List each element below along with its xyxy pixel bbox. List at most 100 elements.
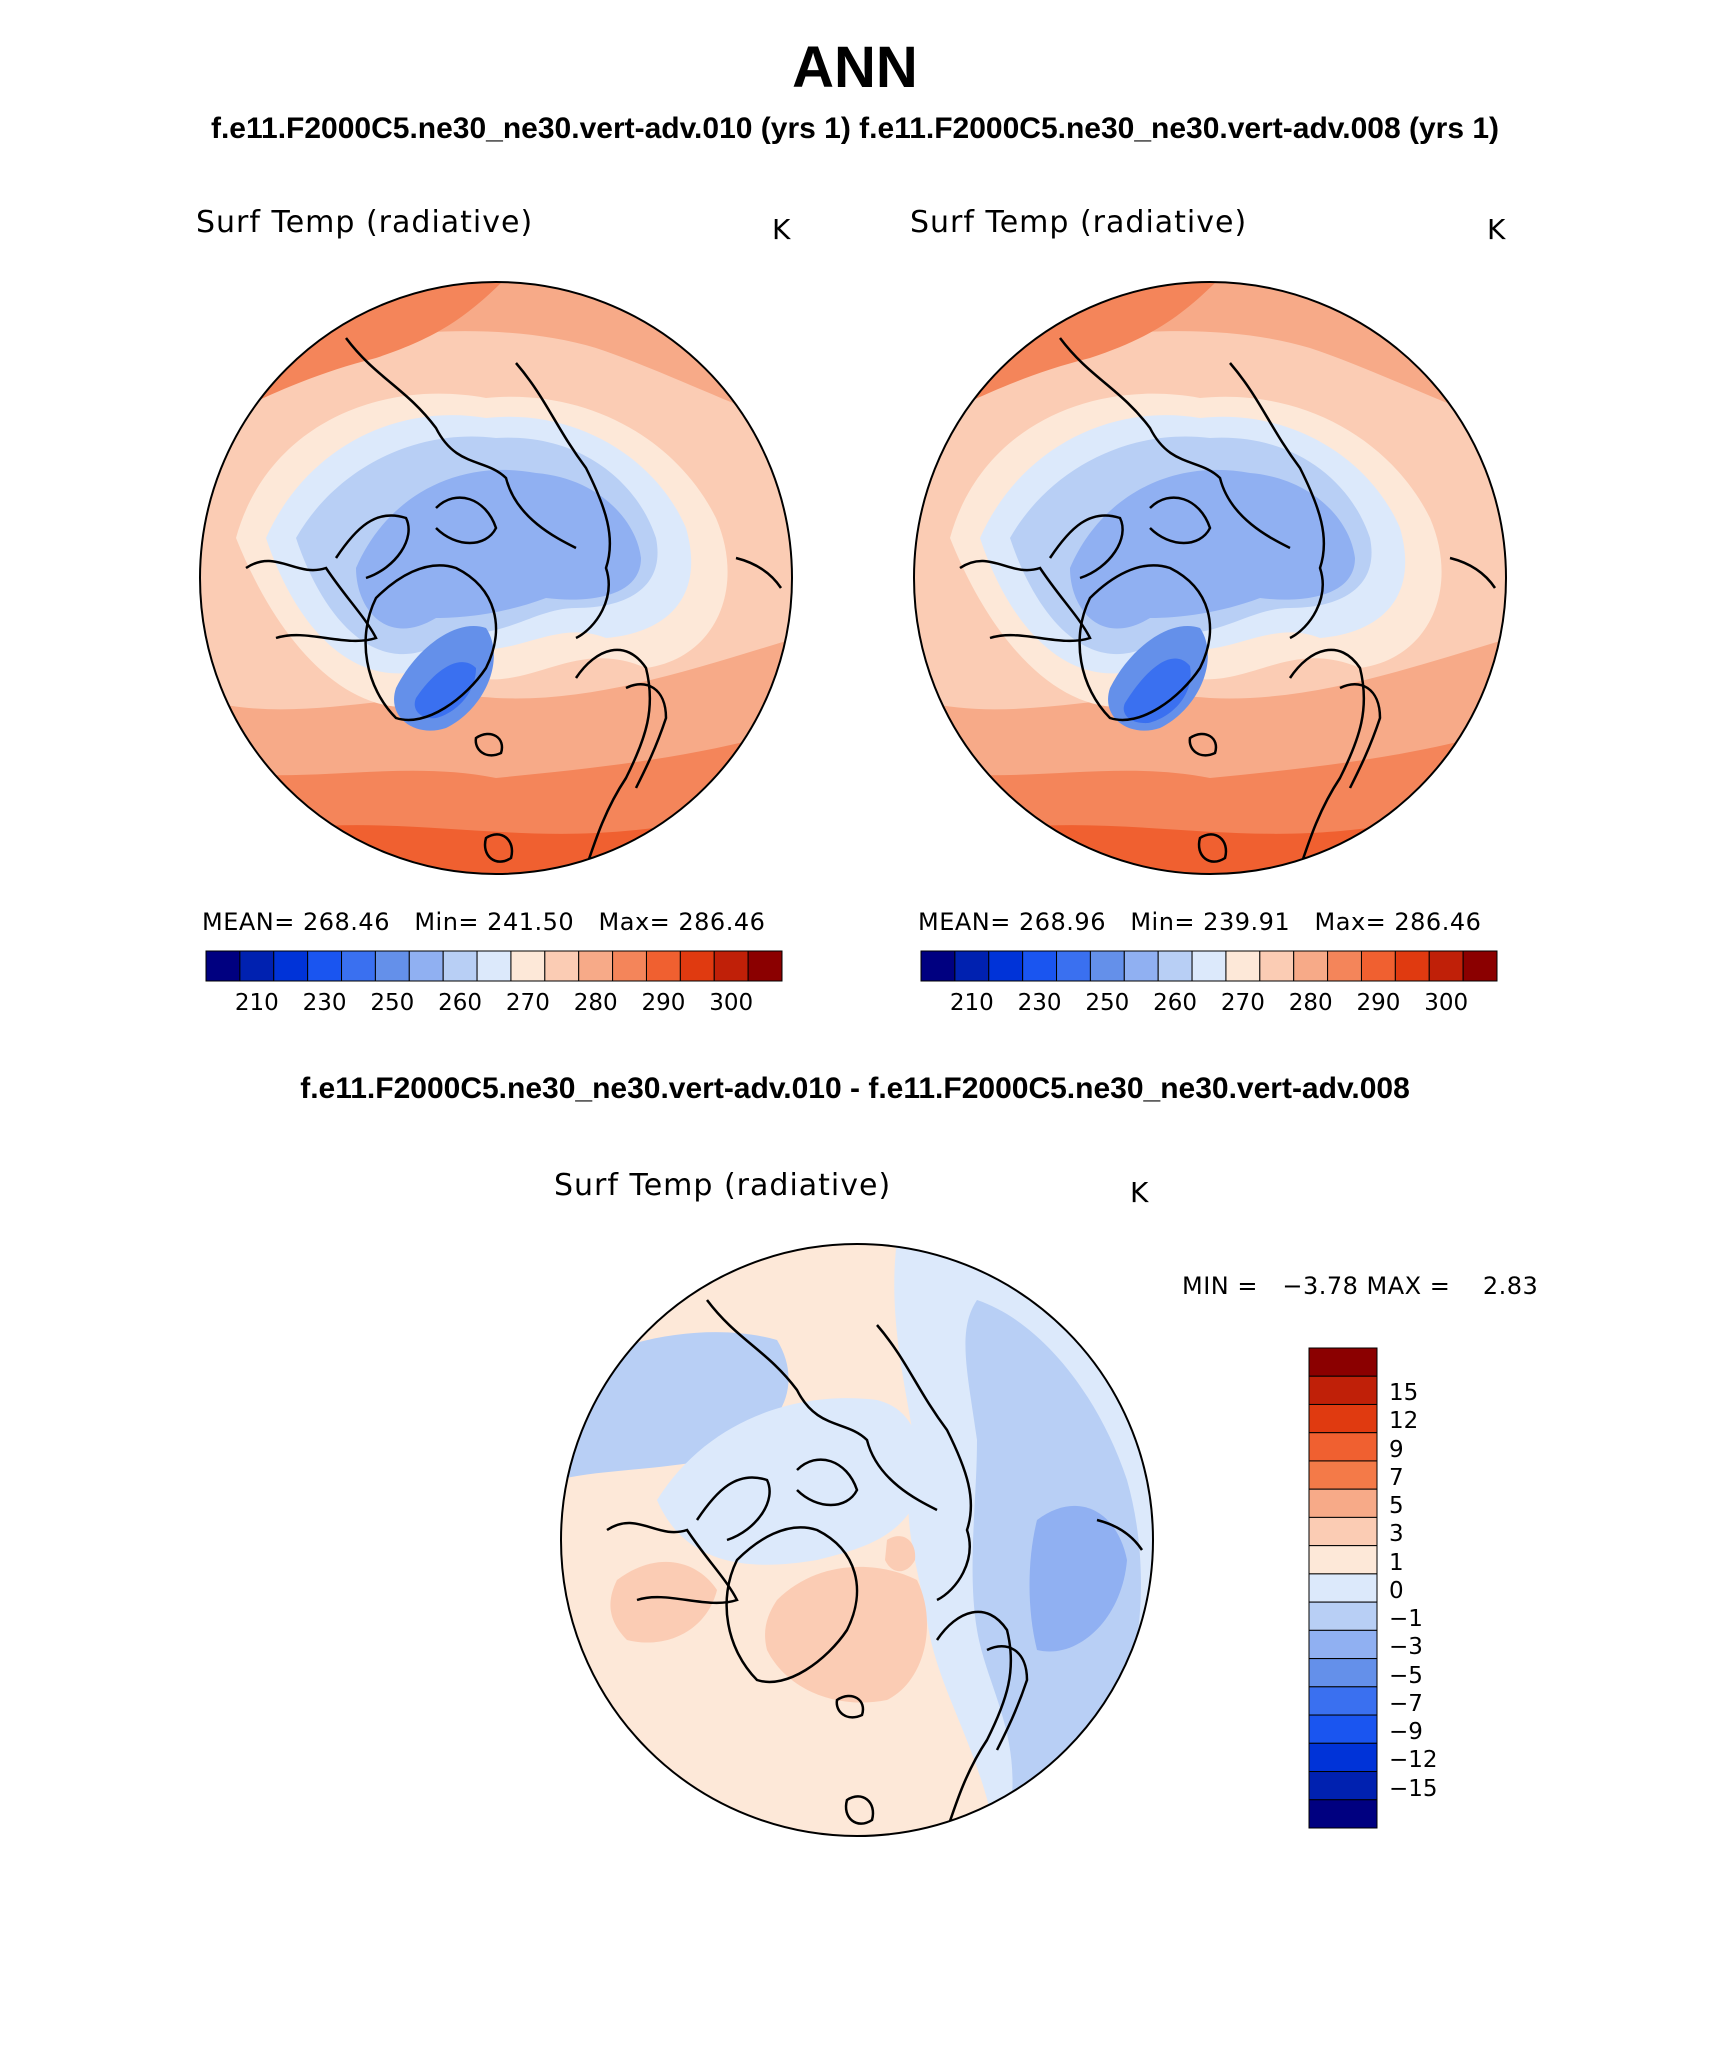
panel-1-colorbar-swatch: [612, 950, 647, 982]
panel-1-colorbar: [205, 950, 783, 982]
panel-2-colorbar-label: 250: [1085, 990, 1130, 1016]
difference-colorbar-label: 7: [1389, 1464, 1404, 1491]
panel-1-colorbar-swatch: [239, 950, 275, 982]
panel-2-colorbar-swatch: [1394, 950, 1430, 982]
panel-2-colorbar-label: 280: [1288, 990, 1333, 1016]
panel-1-colorbar-label: 300: [709, 990, 754, 1016]
panel-1-colorbar-label: 230: [302, 990, 347, 1016]
difference-colorbar-swatch: [1308, 1573, 1378, 1603]
panel-1-colorbar-label: 210: [234, 990, 279, 1016]
figure-title: ANN: [792, 35, 918, 100]
difference-colorbar-label: −1: [1389, 1606, 1423, 1633]
difference-colorbar-swatch: [1308, 1375, 1378, 1405]
panel-1-title: Surf Temp (radiative): [196, 205, 534, 240]
panel-2-colorbar-label: 290: [1356, 990, 1401, 1016]
panel-2-colorbar-label: 300: [1424, 990, 1469, 1016]
panel-1-colorbar-swatch: [713, 950, 749, 982]
panel-2-colorbar-swatch: [920, 950, 956, 982]
panel-2-colorbar-swatch: [1259, 950, 1295, 982]
difference-colorbar-label: 12: [1389, 1408, 1419, 1435]
panel-2-colorbar-swatch: [1293, 950, 1329, 982]
panel-1-colorbar-swatch: [578, 950, 614, 982]
difference-colorbar-label: −3: [1389, 1634, 1423, 1661]
panel-1-polar-map: [199, 281, 793, 875]
panel-2-colorbar: [920, 950, 1498, 982]
difference-colorbar-label: −9: [1389, 1719, 1423, 1746]
panel-2-colorbar-swatch: [1022, 950, 1058, 982]
panel-1-colorbar-swatch: [408, 950, 444, 982]
difference-colorbar-swatch: [1308, 1714, 1378, 1744]
panel-2-colorbar-swatch: [1157, 950, 1193, 982]
difference-colorbar-label: −15: [1389, 1775, 1438, 1802]
difference-colorbar-label: 1: [1389, 1549, 1404, 1576]
panel-1-colorbar-label: 290: [641, 990, 686, 1016]
difference-polar-map: [560, 1243, 1154, 1837]
difference-colorbar-label: −5: [1389, 1662, 1423, 1689]
difference-colorbar-swatch: [1308, 1629, 1378, 1660]
difference-colorbar-label: −7: [1389, 1690, 1423, 1717]
difference-colorbar-label: 0: [1389, 1577, 1404, 1604]
panel-2-units: K: [1487, 213, 1506, 246]
panel-2-colorbar-label: 260: [1153, 990, 1198, 1016]
panel-2-colorbar-swatch: [1360, 950, 1396, 982]
panel-2-colorbar-label: 230: [1017, 990, 1062, 1016]
difference-colorbar-label: −12: [1389, 1747, 1438, 1774]
panel-1-units: K: [772, 213, 791, 246]
difference-colorbar-label: 5: [1389, 1493, 1404, 1520]
difference-units: K: [1130, 1176, 1149, 1209]
panel-2-colorbar-swatch: [954, 950, 990, 982]
difference-colorbar-swatch: [1308, 1432, 1378, 1462]
panel-1-colorbar-swatch: [273, 950, 309, 982]
panel-1-colorbar-swatch: [476, 950, 512, 982]
panel-1-colorbar-swatch: [747, 950, 783, 982]
difference-colorbar-swatch: [1308, 1799, 1378, 1829]
difference-colorbar-swatch: [1308, 1545, 1378, 1575]
panel-1-colorbar-swatch: [645, 950, 681, 982]
panel-1-colorbar-swatch: [442, 950, 478, 982]
difference-colorbar-swatch: [1308, 1658, 1378, 1688]
panel-1-colorbar-swatch: [307, 950, 343, 982]
panel-1-colorbar-label: 280: [573, 990, 618, 1016]
panel-2-stats: MEAN= 268.96 Min= 239.91 Max= 286.46: [918, 908, 1482, 936]
difference-field-title: Surf Temp (radiative): [554, 1168, 892, 1203]
difference-colorbar-swatch: [1308, 1403, 1378, 1434]
difference-colorbar-swatch: [1308, 1488, 1378, 1518]
difference-title: f.e11.F2000C5.ne30_ne30.vert-adv.010 - f…: [300, 1072, 1410, 1105]
difference-colorbar-label: 15: [1389, 1380, 1419, 1407]
difference-colorbar-swatch: [1308, 1771, 1378, 1801]
figure-subtitle: f.e11.F2000C5.ne30_ne30.vert-adv.010 (yr…: [210, 112, 1500, 145]
difference-colorbar-swatch: [1308, 1460, 1378, 1490]
panel-2-colorbar-swatch: [1428, 950, 1464, 982]
panel-1-colorbar-swatch: [544, 950, 580, 982]
difference-stats: MIN = −3.78 MAX = 2.83: [1182, 1272, 1539, 1300]
panel-1-colorbar-swatch: [374, 950, 410, 982]
panel-2-colorbar-swatch: [1123, 950, 1159, 982]
panel-1-colorbar-label: 270: [505, 990, 550, 1016]
panel-2-colorbar-swatch: [1327, 950, 1362, 982]
panel-1-stats: MEAN= 268.46 Min= 241.50 Max= 286.46: [202, 908, 766, 936]
panel-1-colorbar-swatch: [510, 950, 546, 982]
panel-2-colorbar-swatch: [1462, 950, 1498, 982]
difference-colorbar-swatch: [1308, 1516, 1378, 1547]
panel-1-colorbar-label: 250: [370, 990, 415, 1016]
difference-colorbar-swatch: [1308, 1742, 1378, 1773]
panel-2-colorbar-label: 270: [1220, 990, 1265, 1016]
panel-2-colorbar-swatch: [1089, 950, 1125, 982]
difference-colorbar-swatch: [1308, 1347, 1378, 1377]
difference-colorbar-label: 3: [1389, 1521, 1404, 1548]
panel-2-colorbar-swatch: [1225, 950, 1261, 982]
panel-1-colorbar-label: 260: [438, 990, 483, 1016]
panel-2-colorbar-swatch: [1056, 950, 1091, 982]
difference-colorbar-swatch: [1308, 1601, 1378, 1631]
difference-colorbar-swatch: [1308, 1686, 1378, 1716]
difference-colorbar: [1308, 1347, 1378, 1829]
panel-2-title: Surf Temp (radiative): [910, 205, 1248, 240]
panel-1-colorbar-swatch: [341, 950, 376, 982]
panel-1-colorbar-swatch: [205, 950, 241, 982]
panel-2-colorbar-swatch: [988, 950, 1024, 982]
panel-2-polar-map: [913, 281, 1507, 875]
panel-2-colorbar-label: 210: [949, 990, 994, 1016]
panel-2-colorbar-swatch: [1191, 950, 1227, 982]
difference-colorbar-label: 9: [1389, 1436, 1404, 1463]
panel-1-colorbar-swatch: [679, 950, 715, 982]
